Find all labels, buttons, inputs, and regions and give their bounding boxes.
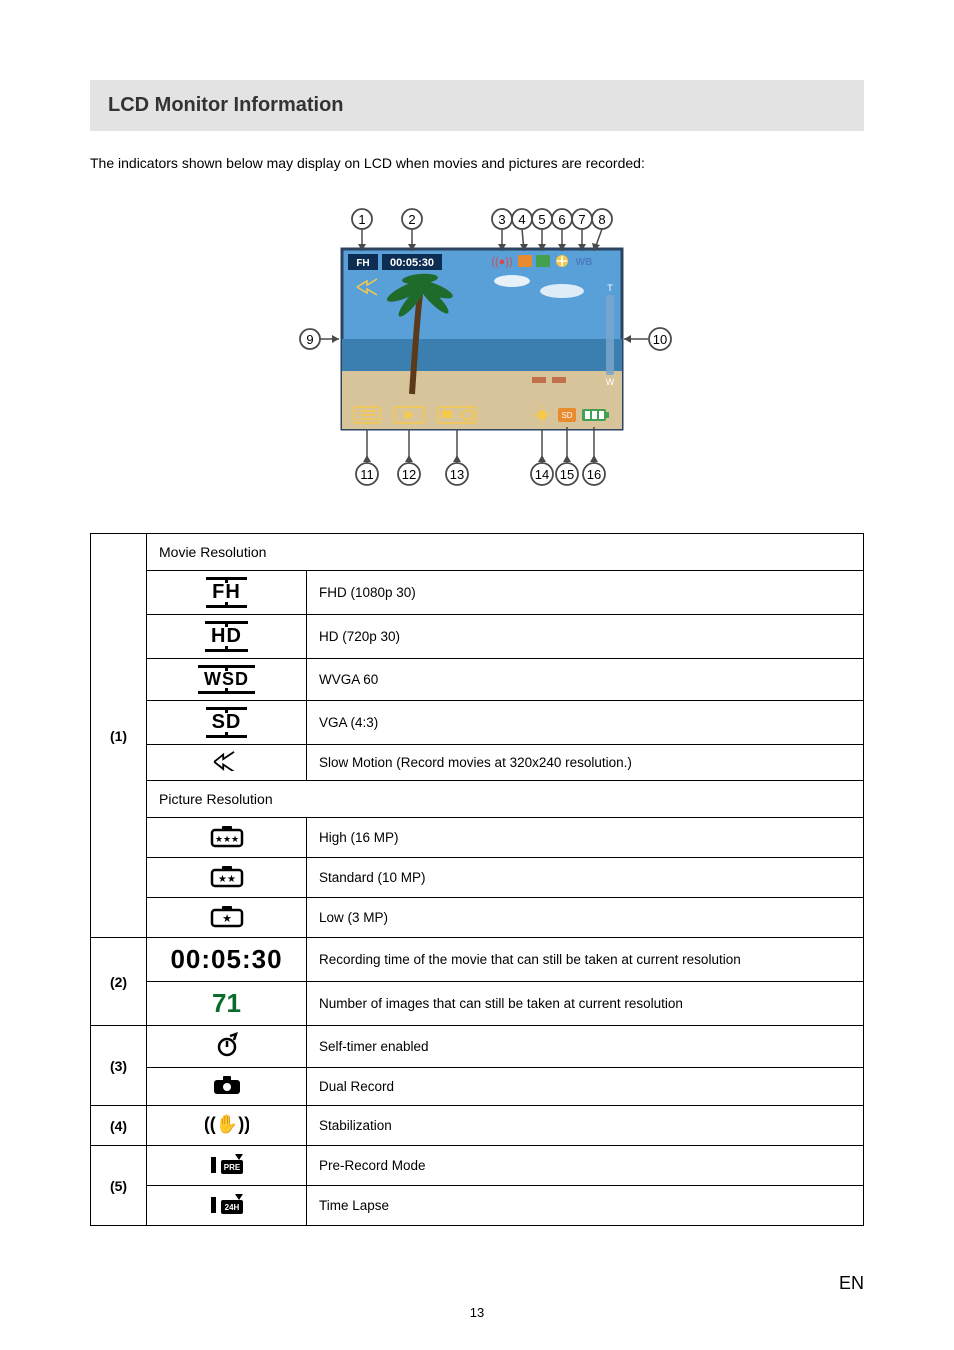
section-header: LCD Monitor Information bbox=[90, 80, 864, 131]
svg-text:★: ★ bbox=[222, 913, 232, 925]
svg-text:9: 9 bbox=[306, 332, 313, 347]
language-tag: EN bbox=[839, 1273, 864, 1294]
row-num-2: (2) bbox=[91, 938, 147, 1026]
icon-low-res: ★ bbox=[147, 898, 307, 938]
svg-text:PRE: PRE bbox=[223, 1163, 240, 1172]
desc-hd: HD (720p 30) bbox=[307, 615, 864, 659]
svg-text:7: 7 bbox=[578, 212, 585, 227]
desc-standard: Standard (10 MP) bbox=[307, 858, 864, 898]
icon-prerecord: PRE bbox=[147, 1146, 307, 1186]
desc-low: Low (3 MP) bbox=[307, 898, 864, 938]
svg-text:00:05:30: 00:05:30 bbox=[390, 257, 434, 269]
desc-vga: VGA (4:3) bbox=[307, 701, 864, 745]
icon-timelapse: 24H bbox=[147, 1186, 307, 1226]
svg-text:11: 11 bbox=[360, 467, 374, 482]
desc-rec-time: Recording time of the movie that can sti… bbox=[307, 938, 864, 982]
desc-timelapse: Time Lapse bbox=[307, 1186, 864, 1226]
svg-text:10: 10 bbox=[653, 332, 667, 347]
svg-text:24H: 24H bbox=[224, 1203, 239, 1212]
icon-img-count: 71 bbox=[147, 982, 307, 1026]
icon-hd: HD bbox=[147, 615, 307, 659]
movie-res-header: Movie Resolution bbox=[147, 534, 864, 571]
svg-text:2: 2 bbox=[408, 212, 415, 227]
indicator-table: (1) Movie Resolution FH FHD (1080p 30) H… bbox=[90, 533, 864, 1226]
svg-text:4: 4 bbox=[518, 212, 525, 227]
row-num-3: (3) bbox=[91, 1026, 147, 1106]
svg-text:15: 15 bbox=[560, 467, 574, 482]
svg-text:/: / bbox=[458, 411, 461, 422]
svg-text:FH: FH bbox=[356, 258, 369, 269]
svg-text:13: 13 bbox=[450, 467, 464, 482]
svg-text:W: W bbox=[606, 377, 615, 387]
svg-text:1: 1 bbox=[358, 212, 365, 227]
svg-text:12: 12 bbox=[402, 467, 416, 482]
icon-fh: FH bbox=[147, 571, 307, 615]
svg-text:5: 5 bbox=[538, 212, 545, 227]
page-number: 13 bbox=[0, 1305, 954, 1320]
svg-text:((●)): ((●)) bbox=[491, 256, 512, 268]
svg-text:14: 14 bbox=[535, 467, 549, 482]
row-num-5: (5) bbox=[91, 1146, 147, 1226]
icon-rec-time: 00:05:30 bbox=[147, 938, 307, 982]
row-num-4: (4) bbox=[91, 1106, 147, 1146]
desc-high: High (16 MP) bbox=[307, 818, 864, 858]
svg-text:★★★: ★★★ bbox=[214, 834, 238, 844]
icon-std-res: ★★ bbox=[147, 858, 307, 898]
intro-text: The indicators shown below may display o… bbox=[90, 155, 864, 171]
svg-text:3: 3 bbox=[498, 212, 505, 227]
svg-text:16: 16 bbox=[587, 467, 601, 482]
desc-img-count: Number of images that can still be taken… bbox=[307, 982, 864, 1026]
icon-high-res: ★★★ bbox=[147, 818, 307, 858]
desc-dual-record: Dual Record bbox=[307, 1068, 864, 1106]
icon-sd: SD bbox=[147, 701, 307, 745]
picture-res-header: Picture Resolution bbox=[147, 781, 864, 818]
desc-stabilization: Stabilization bbox=[307, 1106, 864, 1146]
desc-wvga: WVGA 60 bbox=[307, 659, 864, 701]
icon-dual-record bbox=[147, 1068, 307, 1106]
icon-selftimer bbox=[147, 1026, 307, 1068]
svg-text:T: T bbox=[607, 283, 613, 293]
svg-text:★★: ★★ bbox=[218, 874, 236, 885]
svg-text:SD: SD bbox=[561, 411, 572, 420]
desc-fhd: FHD (1080p 30) bbox=[307, 571, 864, 615]
desc-selftimer: Self-timer enabled bbox=[307, 1026, 864, 1068]
svg-text:WB: WB bbox=[576, 257, 593, 268]
desc-slowmo: Slow Motion (Record movies at 320x240 re… bbox=[307, 745, 864, 781]
row-num-1: (1) bbox=[91, 534, 147, 938]
svg-text:6: 6 bbox=[558, 212, 565, 227]
svg-text:((✋)): ((✋)) bbox=[205, 1113, 249, 1134]
icon-wsd: WSD bbox=[147, 659, 307, 701]
icon-stabilization: ((✋)) bbox=[147, 1106, 307, 1146]
svg-text:8: 8 bbox=[598, 212, 605, 227]
icon-slowmo bbox=[147, 745, 307, 781]
desc-prerecord: Pre-Record Mode bbox=[307, 1146, 864, 1186]
lcd-diagram: FH 00:05:30 ((●)) WB T W / bbox=[262, 199, 692, 499]
